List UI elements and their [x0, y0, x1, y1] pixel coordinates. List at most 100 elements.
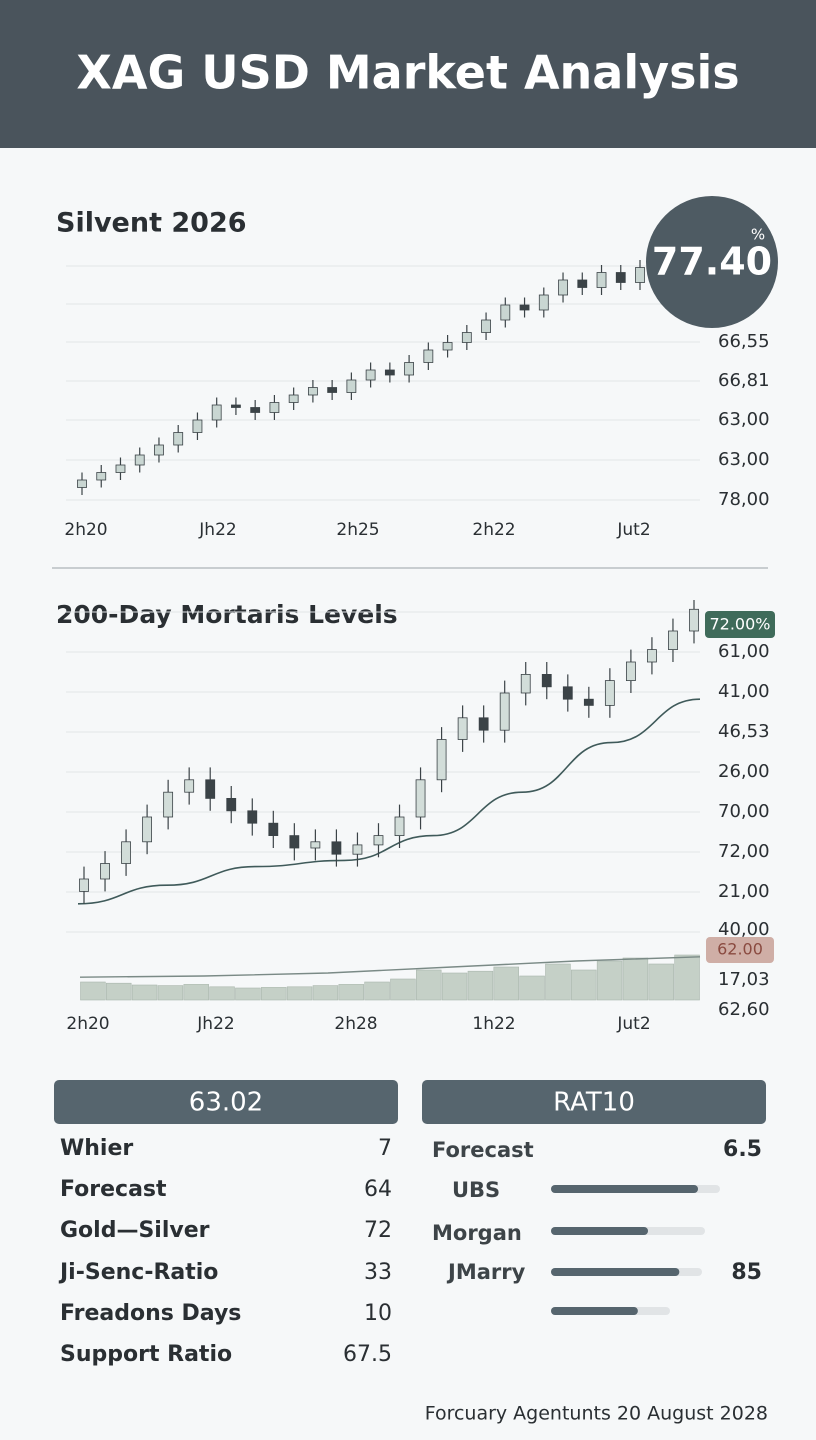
candle-body [689, 608, 699, 632]
candle-body [346, 379, 357, 393]
x-axis-label: 2h22 [472, 520, 515, 540]
y-axis-label: 26,00 [718, 761, 770, 782]
bar-name: Morgan [432, 1221, 522, 1245]
forecast-value: 6.5 [723, 1137, 762, 1162]
volume-bar [364, 981, 390, 1001]
candle-body [562, 686, 573, 700]
candle-body [184, 779, 195, 793]
x-axis-label: Jut2 [616, 520, 650, 540]
candle-body [596, 272, 607, 288]
volume-bar [545, 963, 571, 1001]
y-axis-label: 78,00 [718, 489, 770, 510]
candle-body [423, 349, 434, 363]
y-axis-label: 63,00 [718, 409, 770, 430]
candle-body [500, 304, 511, 321]
candle-body [415, 779, 426, 818]
candle-body [134, 454, 145, 466]
footer: Forcuary Agentunts 20 August 2028 [425, 1403, 768, 1425]
row-value: 7 [378, 1136, 392, 1161]
candle-body [365, 369, 376, 381]
volume-bar [519, 975, 545, 1001]
candle-body [211, 404, 222, 421]
candle-body [373, 835, 384, 846]
candle-body [461, 332, 472, 343]
x-axis-label: 2h20 [66, 1014, 109, 1034]
candle-body [247, 810, 258, 824]
y-axis-label: 66,55 [718, 331, 770, 352]
candle-body [394, 816, 405, 837]
row-value: 33 [364, 1260, 392, 1285]
candle-body [121, 841, 131, 864]
x-axis-label: 2h28 [334, 1014, 377, 1034]
volume-bar [131, 984, 158, 1001]
volume-line [79, 956, 701, 978]
page-title: XAG USD Market Analysis [76, 46, 739, 100]
bar-fill [551, 1227, 649, 1235]
badge [706, 937, 774, 963]
forecast-name: Forecast [432, 1138, 534, 1162]
candle-body [327, 387, 338, 393]
candle-body [442, 342, 453, 351]
candle-body [478, 717, 489, 731]
volume-bar [312, 985, 339, 1001]
y-axis-label: 17,03 [718, 969, 770, 990]
x-axis-label: Jh22 [198, 520, 236, 540]
row-value: 67.5 [343, 1342, 392, 1367]
candle-body [604, 680, 615, 706]
volume-bar [493, 966, 519, 1001]
bar-name: JMarry [446, 1260, 526, 1284]
badge-unit: % [751, 226, 765, 244]
chart-title: Silvent 2026 [56, 208, 247, 239]
candle-body [100, 863, 110, 880]
badge [705, 611, 775, 638]
candle-body [163, 791, 174, 818]
y-axis-label: 63,00 [718, 449, 770, 470]
candle-body [96, 472, 107, 481]
candle-body [289, 835, 300, 849]
moving-average [77, 698, 701, 905]
bar-fill [551, 1307, 638, 1315]
volume-bar [467, 970, 494, 1001]
candle-body [310, 841, 321, 849]
row-name: Support Ratio [60, 1342, 232, 1367]
candle-body [154, 444, 164, 456]
badge-label: 72.00% [709, 615, 770, 634]
candle-body [205, 779, 216, 799]
y-axis-label: 61,00 [718, 641, 770, 662]
volume-bar [80, 981, 106, 1001]
row-name: Ji-Senc-Ratio [58, 1260, 218, 1285]
bar-name: UBS [452, 1178, 500, 1202]
y-axis-label: 21,00 [718, 881, 770, 902]
candle-body [520, 674, 531, 694]
y-axis-label: 62,60 [718, 999, 770, 1020]
candle-body [192, 419, 203, 433]
candle-body [352, 844, 363, 855]
volume-bar [441, 972, 468, 1001]
bar-fill [551, 1185, 699, 1193]
candle-body [519, 304, 530, 311]
candle-body [268, 822, 279, 837]
candle-body [538, 294, 549, 311]
candle-body [331, 841, 342, 855]
candle-body [226, 798, 237, 812]
panel-header-text: RAT10 [553, 1088, 635, 1118]
badge-value: 77.40 [652, 240, 772, 284]
header-bar [0, 0, 816, 148]
row-name: Forecast [60, 1177, 167, 1202]
x-axis-label: 2h25 [336, 520, 379, 540]
row-value: 72 [364, 1218, 392, 1243]
candle-body [231, 404, 241, 408]
x-axis-label: Jut2 [616, 1014, 650, 1034]
volume-bar [261, 987, 287, 1001]
row-name: Freadons Days [60, 1301, 241, 1326]
candle-body [436, 739, 447, 781]
candle-body [558, 279, 568, 296]
volume-bar [338, 984, 364, 1001]
y-axis-label: 41,00 [718, 681, 770, 702]
candle-body [115, 464, 126, 473]
candle-body [269, 402, 280, 413]
bar-value: 85 [731, 1260, 762, 1285]
candle-body [404, 362, 415, 376]
volume-bar [183, 984, 209, 1001]
